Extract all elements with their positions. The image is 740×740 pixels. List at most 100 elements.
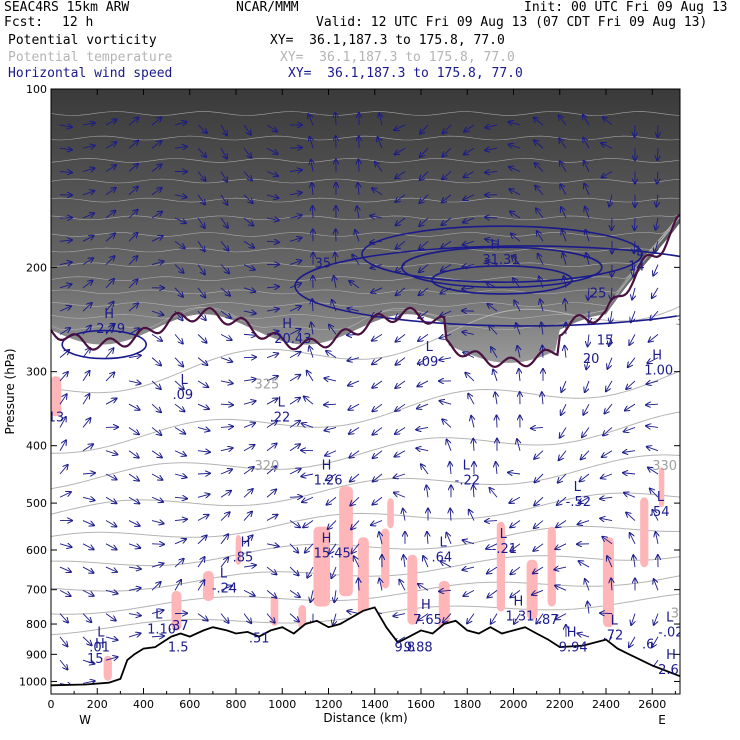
wind-vector [105,348,113,358]
wind-vector [418,584,429,591]
wind-vector [174,240,185,248]
wind-vector [82,191,94,195]
wind-vector [243,217,253,226]
wind-vector [151,473,162,480]
wind-vector [220,357,232,362]
wind-vector [358,578,359,591]
wind-speed-label: 35 [315,256,332,271]
wind-vector [128,473,139,481]
wind-vector [493,370,497,382]
wind-vector [59,613,68,623]
wind-vector [128,164,138,172]
wind-vector [105,473,117,480]
wind-vector [151,334,162,341]
convective-pv-shading [381,528,390,589]
wind-vector [653,264,659,276]
wind-vector [485,171,498,172]
wind-vector [508,472,521,474]
extremum-value-label: -.24 [212,582,237,597]
wind-vector [59,417,66,428]
wind-vector [243,194,253,203]
wind-vector [105,372,114,382]
x-tick-label: 800 [226,698,247,711]
wind-vector [423,556,429,568]
header-valid: Valid: 12 UTC Fri 09 Aug 13 (07 CDT Fri … [316,15,708,30]
wind-vector [302,496,314,502]
wind-vector [379,579,382,591]
wind-vector [491,613,498,624]
extremum-value-label: 9.8 [395,641,416,656]
convective-pv-shading [407,554,418,625]
wind-vector [541,323,543,335]
wind-vector [82,636,92,645]
wind-vector [559,115,567,126]
wind-vector [417,403,429,408]
wind-vector [416,448,429,451]
extremum-value-label: .09 [173,388,194,403]
wind-vector [587,602,589,614]
wind-vector [609,334,612,346]
extremum-kind-label: L [426,340,434,355]
wind-vector [463,540,475,544]
wind-vector [289,398,300,405]
wind-vector [370,216,383,218]
wind-vector [450,509,451,521]
wind-vector [485,148,498,150]
wind-vector [59,636,67,646]
theta-label: 315 [671,607,696,622]
wind-vector [442,171,452,179]
extremum-kind-label: H [567,626,577,641]
wind-vector [631,613,635,625]
wind-vector [531,427,544,428]
wind-vector [395,194,406,202]
wind-vector [559,138,567,149]
wind-vector [105,165,116,172]
wind-vector [174,474,187,477]
wind-vector [128,303,138,312]
wind-vector [327,496,337,504]
wind-vector [197,147,206,157]
wind-vector [82,660,94,664]
wind-vector [59,284,71,288]
wind-vector [556,520,567,528]
wind-vector [623,451,636,453]
wind-vector [197,124,207,133]
wind-vector [554,567,567,570]
x-tick-label: 0 [48,698,55,711]
wind-vector [427,532,428,544]
wind-vector [419,217,429,226]
wind-vector [266,421,277,428]
wind-vector [560,184,567,195]
theta-stratosphere-line [51,216,680,237]
wind-vector [128,614,141,616]
wind-vector [324,404,337,405]
wind-vector [578,633,590,637]
wind-vector [197,287,205,298]
wind-vector [59,148,72,150]
wind-vector [468,394,475,405]
wind-vector [307,566,314,578]
wind-vector [334,590,336,602]
wind-vector [105,657,118,660]
wind-vector [611,578,612,591]
wind-vector [174,539,186,545]
wind-vector [441,240,452,248]
extremum-value-label: 14 [628,259,645,274]
x-tick-label: 600 [179,698,200,711]
wind-vector [324,427,337,430]
wind-vector [394,474,406,478]
endpoint-left-label: W [79,713,91,727]
field-pv-name: Potential vorticity [8,33,157,48]
wind-vector [151,563,163,567]
wind-vector [560,427,567,437]
wind-speed-label: 25 [590,287,607,302]
wind-vector [395,147,406,154]
wind-vector [371,520,383,526]
wind-vector [266,544,279,547]
wind-vector [418,334,429,341]
extremum-kind-label: L [611,614,619,629]
wind-vector [289,329,301,335]
wind-vector [105,451,117,455]
wind-vector [585,380,590,392]
wind-vector [534,520,544,529]
